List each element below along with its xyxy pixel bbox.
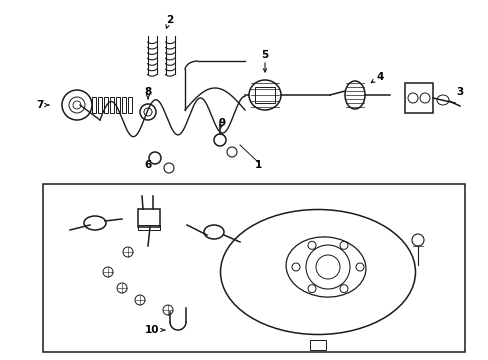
Text: 3: 3 (455, 87, 463, 97)
Bar (404, 83, 432, 113)
Bar (110, 97, 114, 113)
Text: 4: 4 (376, 72, 383, 82)
Bar (116, 97, 120, 113)
Text: 8: 8 (144, 87, 151, 97)
Bar (138, 209, 160, 227)
Bar (122, 97, 126, 113)
Bar (309, 340, 325, 350)
Bar (138, 225, 160, 230)
Text: 1: 1 (254, 160, 261, 170)
Text: 6: 6 (144, 160, 151, 170)
Text: 9: 9 (218, 118, 225, 128)
Bar (128, 97, 132, 113)
Bar (98, 97, 102, 113)
Bar (254, 87, 274, 103)
Text: 5: 5 (261, 50, 268, 60)
Bar (92, 97, 96, 113)
Bar (104, 97, 108, 113)
Text: 2: 2 (166, 15, 173, 25)
Text: 10: 10 (144, 325, 159, 335)
Bar (43, 184, 464, 352)
Text: 7: 7 (36, 100, 43, 110)
